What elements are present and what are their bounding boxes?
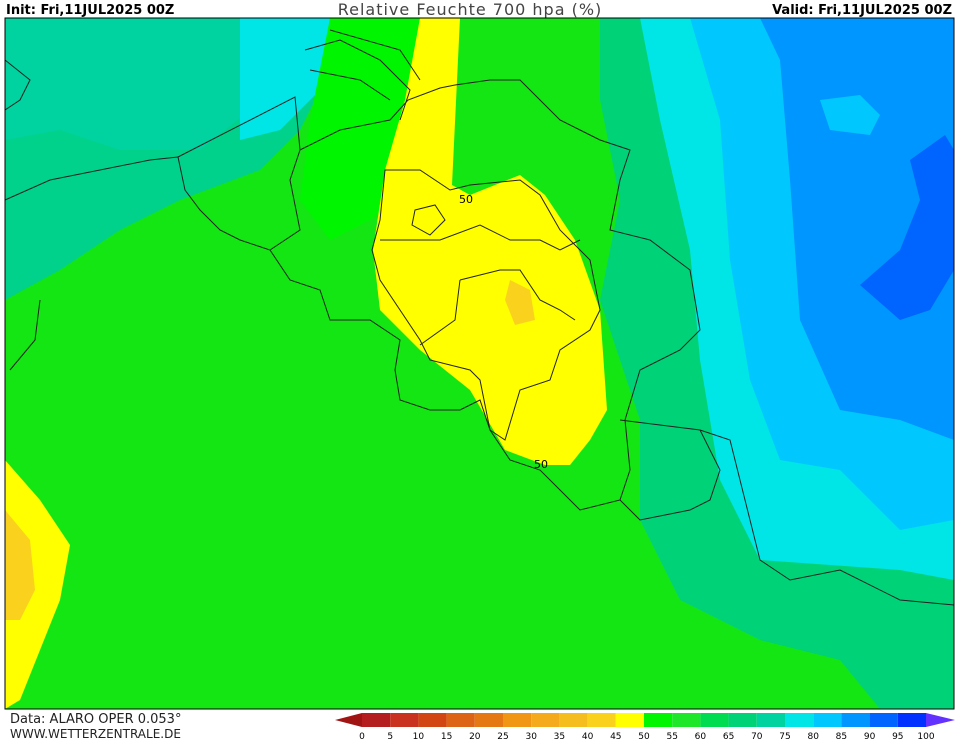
colorbar-tick-label: 60 xyxy=(695,732,707,741)
colorbar-tick-label: 65 xyxy=(723,732,734,741)
colorbar-tick-label: 100 xyxy=(917,732,934,741)
field-darkblue xyxy=(860,135,954,320)
contour-label: 50 xyxy=(534,458,548,471)
valid-time: Valid: Fri,11JUL2025 00Z xyxy=(772,3,952,18)
field-orange-spot xyxy=(505,280,535,325)
field-yellow xyxy=(373,18,607,465)
colorbar-tick-label: 40 xyxy=(582,732,594,741)
colorbar-tick-label: 90 xyxy=(864,732,876,741)
colorbar-swatch xyxy=(503,713,532,727)
colorbar-tick-label: 25 xyxy=(497,732,508,741)
colorbar-tick-label: 75 xyxy=(779,732,790,741)
colorbar-swatch xyxy=(587,713,616,727)
contour-label: 50 xyxy=(459,193,473,206)
data-source: Data: ALARO OPER 0.053° xyxy=(10,712,181,727)
colorbar-tick-label: 30 xyxy=(525,732,537,741)
field-lightblue-spot xyxy=(820,95,880,135)
colorbar-swatch xyxy=(756,713,785,727)
colorbar-tick-label: 0 xyxy=(359,732,365,741)
colorbar-tick-label: 80 xyxy=(807,732,819,741)
colorbar-swatch xyxy=(446,713,475,727)
colorbar-tick-label: 50 xyxy=(638,732,650,741)
map-title: Relative Feuchte 700 hpa (%) xyxy=(338,0,603,19)
colorbar-tick-label: 10 xyxy=(413,732,425,741)
colorbar-tick-label: 55 xyxy=(666,732,677,741)
colorbar-swatch xyxy=(841,713,870,727)
colorbar-swatch xyxy=(474,713,503,727)
colorbar-swatch xyxy=(531,713,560,727)
colorbar-swatch xyxy=(813,713,842,727)
colorbar-swatch xyxy=(559,713,588,727)
colorbar-swatch xyxy=(728,713,757,727)
colorbar-swatch xyxy=(390,713,419,727)
colorbar-tick-label: 70 xyxy=(751,732,763,741)
colorbar-swatch xyxy=(418,713,447,727)
website: WWW.WETTERZENTRALE.DE xyxy=(10,727,181,741)
field-yellow-w xyxy=(5,460,70,709)
colorbar-over xyxy=(926,713,955,727)
colorbar-swatch xyxy=(615,713,644,727)
colorbar-under xyxy=(335,713,362,727)
colorbar-tick-label: 95 xyxy=(892,732,903,741)
colorbar: 0 5 10 15 20 25 30 35 40 45 50 55 60 65 70 75 80 85 90 95 10… xyxy=(335,713,955,742)
colorbar-swatch xyxy=(869,713,898,727)
colorbar-tick-label: 20 xyxy=(469,732,481,741)
colorbar-tick-label: 15 xyxy=(441,732,452,741)
colorbar-swatch xyxy=(785,713,814,727)
field-blue xyxy=(760,18,954,440)
colorbar-tick-label: 35 xyxy=(554,732,565,741)
colorbar-swatch xyxy=(644,713,673,727)
field-cyan-1 xyxy=(240,18,330,140)
colorbar-tick-label: 5 xyxy=(387,732,393,741)
colorbar-swatch xyxy=(362,713,391,727)
init-time: Init: Fri,11JUL2025 00Z xyxy=(6,3,174,18)
map: 50 50 xyxy=(4,17,955,710)
colorbar-swatch xyxy=(897,713,926,727)
field-orange-w xyxy=(5,510,35,620)
colorbar-tick-label: 45 xyxy=(610,732,621,741)
field-teal-2 xyxy=(5,18,300,150)
colorbar-swatch xyxy=(700,713,729,727)
borders xyxy=(4,29,955,606)
map-frame xyxy=(4,17,955,710)
colorbar-tick-label: 85 xyxy=(836,732,847,741)
colorbar-swatch xyxy=(672,713,701,727)
